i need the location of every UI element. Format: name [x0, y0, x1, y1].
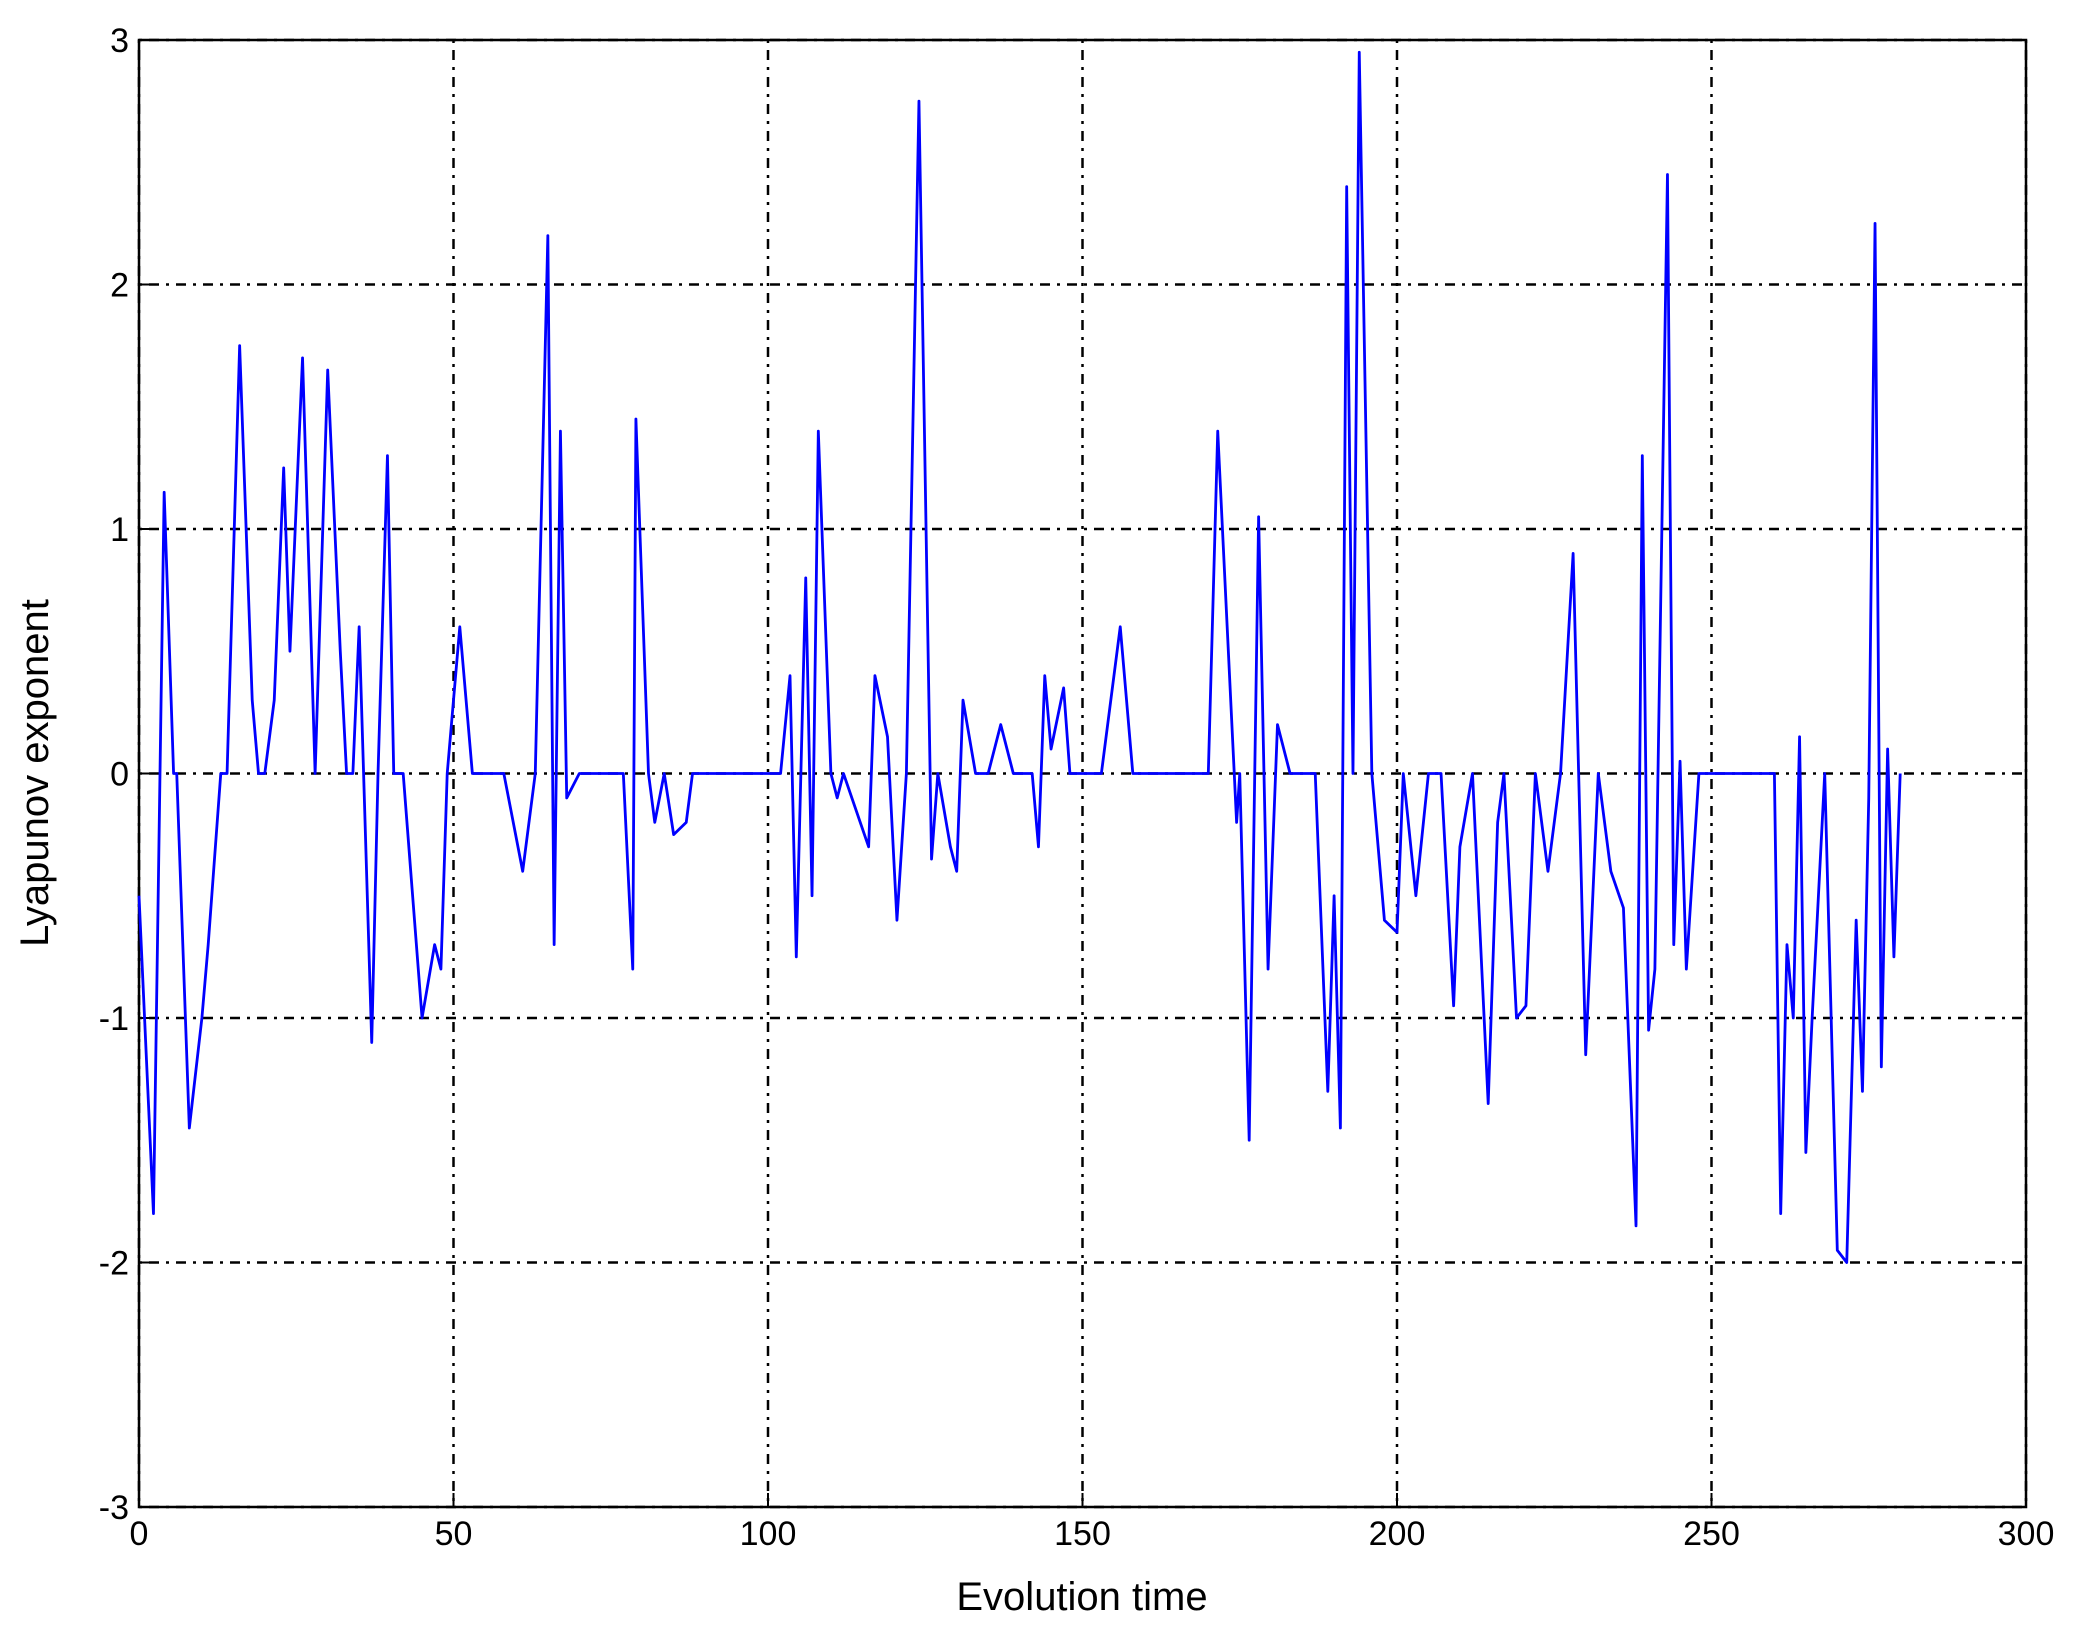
- x-axis-label: Evolution time: [956, 1575, 1207, 1619]
- x-tick-label: 200: [1369, 1515, 1426, 1553]
- data-line: [137, 50, 1902, 1264]
- x-tick-label: 150: [1054, 1515, 1111, 1553]
- x-tick-label: 50: [435, 1515, 473, 1553]
- y-tick-label: 0: [110, 756, 129, 794]
- y-tick-label: -2: [99, 1245, 129, 1283]
- y-tick-label: -1: [99, 1000, 129, 1038]
- y-axis-label: Lyapunov exponent: [13, 599, 57, 947]
- x-tick-label: 300: [1998, 1515, 2055, 1553]
- x-tick-label: 250: [1683, 1515, 1740, 1553]
- y-tick-label: 2: [110, 267, 129, 305]
- x-tick-label: 0: [130, 1515, 149, 1553]
- plot-frame: [137, 38, 2028, 1509]
- x-tick-label: 100: [740, 1515, 797, 1553]
- y-tick-label: 3: [110, 22, 129, 60]
- y-tick-label: 1: [110, 511, 129, 549]
- y-tick-label: -3: [99, 1489, 129, 1527]
